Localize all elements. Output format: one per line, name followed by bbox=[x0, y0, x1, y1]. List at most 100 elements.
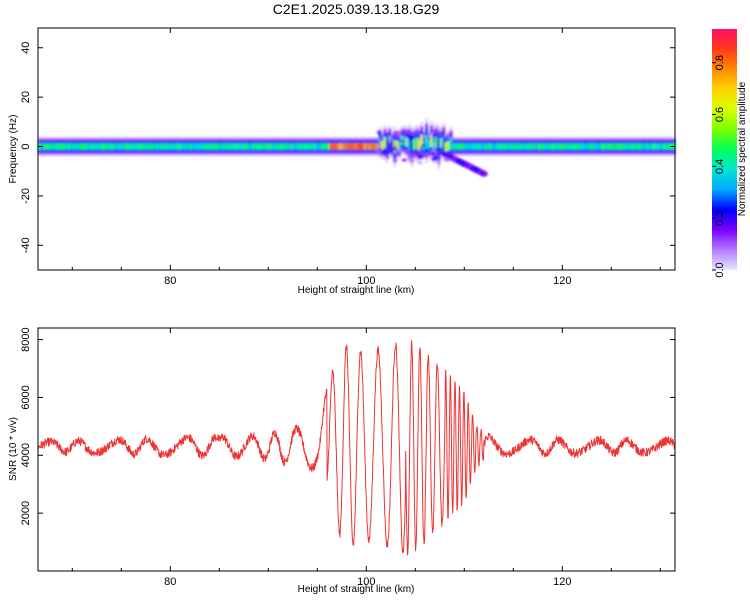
x-tick-label: 80 bbox=[164, 576, 176, 588]
heat-cell bbox=[189, 143, 193, 150]
spectrogram-xlabel: Height of straight line (km) bbox=[298, 285, 415, 296]
heat-cell bbox=[515, 143, 519, 150]
y-tick-label: 8000 bbox=[20, 327, 32, 351]
heat-cell bbox=[287, 143, 291, 150]
x-tick-label: 80 bbox=[164, 275, 176, 287]
heat-cell bbox=[99, 143, 103, 150]
heat-cell bbox=[273, 143, 277, 150]
heat-cell bbox=[339, 143, 343, 150]
heat-cell bbox=[113, 143, 117, 150]
heat-cell bbox=[329, 143, 333, 150]
y-tick-label: -40 bbox=[20, 237, 32, 253]
heat-cell bbox=[442, 135, 446, 147]
heat-cell bbox=[417, 138, 421, 151]
heat-cell bbox=[662, 143, 666, 150]
heat-cell bbox=[415, 137, 419, 149]
heat-cell bbox=[185, 143, 189, 150]
heat-cell bbox=[138, 143, 142, 150]
heat-cell bbox=[417, 161, 423, 165]
colorbar-tick-label: 0.8 bbox=[714, 55, 726, 70]
colorbar: 0.0 0.2 0.4 0.6 0.8 Normalized spectral ampl… bbox=[712, 29, 748, 278]
heat-cell bbox=[197, 143, 201, 150]
heat-cell bbox=[300, 143, 304, 150]
heat-cell bbox=[74, 143, 78, 150]
heat-cell bbox=[224, 143, 228, 150]
heat-cell bbox=[346, 143, 350, 150]
heat-cell bbox=[334, 143, 338, 150]
heat-cell bbox=[603, 143, 607, 150]
heat-cell bbox=[231, 143, 235, 150]
heat-cell bbox=[395, 140, 399, 150]
heat-cell bbox=[461, 143, 465, 150]
heat-cell bbox=[351, 143, 355, 150]
heat-cell bbox=[665, 143, 669, 150]
heat-cell bbox=[317, 143, 321, 150]
heat-cell bbox=[481, 143, 485, 150]
heat-cell bbox=[562, 143, 566, 150]
heat-cell bbox=[407, 136, 415, 141]
heat-cell bbox=[569, 143, 573, 150]
heat-cell bbox=[187, 143, 191, 150]
heat-cell bbox=[599, 143, 603, 150]
heat-cell bbox=[591, 143, 595, 150]
heat-cell bbox=[528, 143, 532, 150]
heat-cell bbox=[314, 143, 318, 150]
heat-cell bbox=[126, 143, 130, 150]
heat-cell bbox=[471, 143, 475, 150]
heat-cell bbox=[140, 143, 144, 150]
heat-cell bbox=[474, 143, 478, 150]
heat-cell bbox=[498, 143, 502, 150]
heat-cell bbox=[505, 143, 509, 150]
heat-cell bbox=[459, 143, 463, 150]
heat-cell bbox=[47, 143, 51, 150]
heat-cell bbox=[596, 143, 600, 150]
heat-cell bbox=[384, 134, 389, 137]
y-tick-label: 0 bbox=[20, 143, 32, 149]
heat-cell bbox=[387, 137, 395, 142]
heat-cell bbox=[410, 140, 414, 154]
heat-cell bbox=[626, 143, 630, 150]
heat-cell bbox=[643, 143, 647, 150]
heat-cell bbox=[486, 143, 490, 150]
heat-cell bbox=[574, 143, 578, 150]
heat-cell bbox=[393, 146, 398, 151]
heat-cell bbox=[158, 143, 162, 150]
heat-cell bbox=[118, 143, 122, 150]
heat-cell bbox=[616, 143, 620, 150]
heat-cell bbox=[336, 143, 340, 150]
heat-cell bbox=[496, 143, 500, 150]
heat-cell bbox=[520, 143, 524, 150]
heat-cell bbox=[111, 143, 115, 150]
heat-cell bbox=[454, 143, 458, 150]
heat-cell bbox=[341, 143, 345, 150]
heat-cell bbox=[268, 143, 272, 150]
heat-cell bbox=[72, 143, 76, 150]
heat-cell bbox=[153, 143, 157, 150]
colorbar-gradient bbox=[712, 29, 737, 270]
heat-cell bbox=[50, 143, 54, 150]
heat-cell bbox=[396, 148, 402, 153]
heat-cell bbox=[361, 143, 365, 150]
heat-cell bbox=[594, 143, 598, 150]
heat-cell bbox=[628, 143, 632, 150]
heat-cell bbox=[344, 143, 348, 150]
heat-cell bbox=[67, 143, 71, 150]
heat-cell bbox=[554, 143, 558, 150]
heat-cell bbox=[121, 143, 125, 150]
x-tick-label: 120 bbox=[553, 275, 571, 287]
heat-cell bbox=[322, 143, 326, 150]
snr-panel: 80 100 120 2000 4000 6000 8000 Height of strai… bbox=[8, 327, 676, 595]
heat-cell bbox=[204, 143, 208, 150]
heat-cell bbox=[381, 141, 385, 150]
spectrogram-ylabel: Frequency (Hz) bbox=[8, 115, 19, 184]
heat-cell bbox=[564, 143, 568, 150]
heat-cell bbox=[655, 143, 659, 150]
heat-cell bbox=[395, 130, 401, 136]
heat-cell bbox=[162, 143, 166, 150]
heat-cell bbox=[584, 143, 588, 150]
heat-cell bbox=[421, 133, 429, 136]
heat-cell bbox=[557, 143, 561, 150]
heat-cell bbox=[606, 143, 610, 150]
heat-cell bbox=[542, 143, 546, 150]
heat-cell bbox=[385, 141, 394, 147]
